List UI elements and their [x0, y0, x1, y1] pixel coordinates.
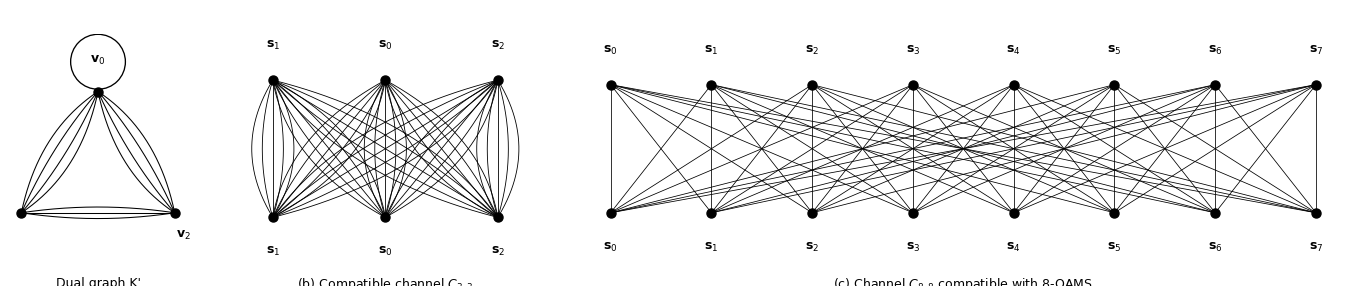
Text: $\mathbf{s}_{7}$: $\mathbf{s}_{7}$ [1309, 241, 1324, 254]
Text: $\mathbf{s}_{0}$: $\mathbf{s}_{0}$ [603, 44, 618, 57]
Text: $\mathbf{s}_{1}$: $\mathbf{s}_{1}$ [266, 39, 280, 52]
Text: (b) Compatible channel $C_{3,3}$: (b) Compatible channel $C_{3,3}$ [297, 277, 473, 286]
Text: $\mathbf{s}_{6}$: $\mathbf{s}_{6}$ [1207, 44, 1222, 57]
Text: $\mathbf{s}_{3}$: $\mathbf{s}_{3}$ [906, 241, 921, 254]
Text: $\mathbf{s}_{1}$: $\mathbf{s}_{1}$ [266, 245, 280, 258]
Text: $\mathbf{s}_{6}$: $\mathbf{s}_{6}$ [1207, 241, 1222, 254]
Text: (c) Channel $C_{8,8}$ compatible with 8-QAMS: (c) Channel $C_{8,8}$ compatible with 8-… [833, 277, 1094, 286]
Text: $\mathbf{s}_{4}$: $\mathbf{s}_{4}$ [1006, 44, 1021, 57]
Text: $\mathbf{s}_{7}$: $\mathbf{s}_{7}$ [1309, 44, 1324, 57]
Text: $\mathbf{v}_0$: $\mathbf{v}_0$ [91, 54, 105, 67]
Text: $\mathbf{s}_{1}$: $\mathbf{s}_{1}$ [704, 241, 718, 254]
Text: $\mathbf{s}_{5}$: $\mathbf{s}_{5}$ [1107, 44, 1122, 57]
Text: $\mathbf{s}_{2}$: $\mathbf{s}_{2}$ [804, 241, 819, 254]
Text: $\mathbf{s}_{2}$: $\mathbf{s}_{2}$ [491, 245, 504, 258]
Text: $\mathbf{s}_{4}$: $\mathbf{s}_{4}$ [1006, 241, 1021, 254]
Text: $\mathbf{s}_{0}$: $\mathbf{s}_{0}$ [379, 39, 392, 52]
Text: $\mathbf{v}_2$: $\mathbf{v}_2$ [176, 229, 191, 242]
Text: $\mathbf{s}_{1}$: $\mathbf{s}_{1}$ [704, 44, 718, 57]
Text: $\mathbf{s}_{0}$: $\mathbf{s}_{0}$ [379, 245, 392, 258]
Text: $\mathbf{s}_{2}$: $\mathbf{s}_{2}$ [491, 39, 504, 52]
Text: $\mathbf{s}_{0}$: $\mathbf{s}_{0}$ [603, 241, 618, 254]
Text: $\mathbf{s}_{2}$: $\mathbf{s}_{2}$ [804, 44, 819, 57]
Text: $\mathbf{s}_{5}$: $\mathbf{s}_{5}$ [1107, 241, 1122, 254]
Text: Dual graph K': Dual graph K' [55, 277, 141, 286]
Text: $\mathbf{s}_{3}$: $\mathbf{s}_{3}$ [906, 44, 921, 57]
